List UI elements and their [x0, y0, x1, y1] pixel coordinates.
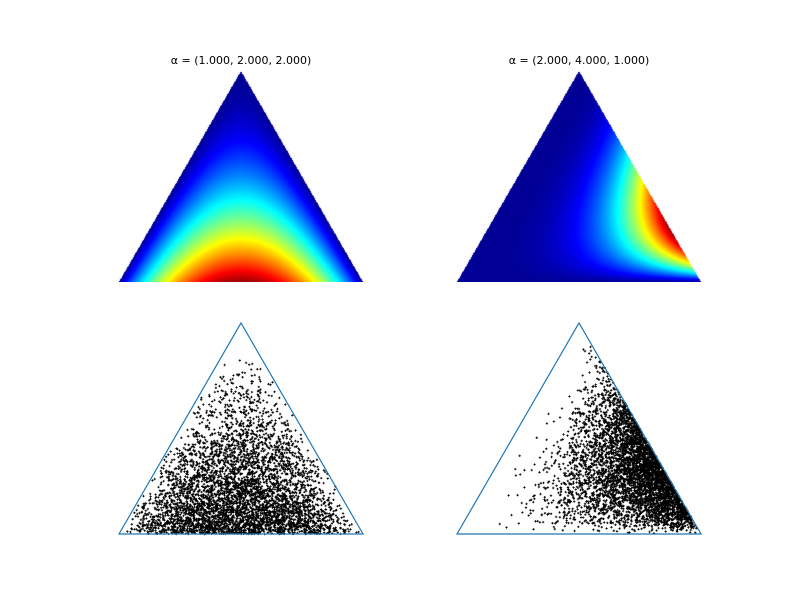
simplex-outline [117, 321, 365, 535]
sample-markers [126, 359, 360, 536]
simplex-outline [455, 321, 703, 535]
dirichlet-density-heatmap-2 [457, 71, 701, 282]
chart-title-top-left: α = (1.000, 2.000, 2.000) [170, 54, 312, 67]
sample-markers [498, 345, 699, 535]
chart-title-top-right: α = (2.000, 4.000, 1.000) [508, 54, 650, 67]
sample-points [498, 345, 699, 535]
sample-points [126, 359, 360, 536]
dirichlet-samples-scatter-1 [117, 321, 365, 536]
dirichlet-density-heatmap-1 [119, 71, 363, 282]
dirichlet-samples-scatter-2 [455, 321, 703, 535]
